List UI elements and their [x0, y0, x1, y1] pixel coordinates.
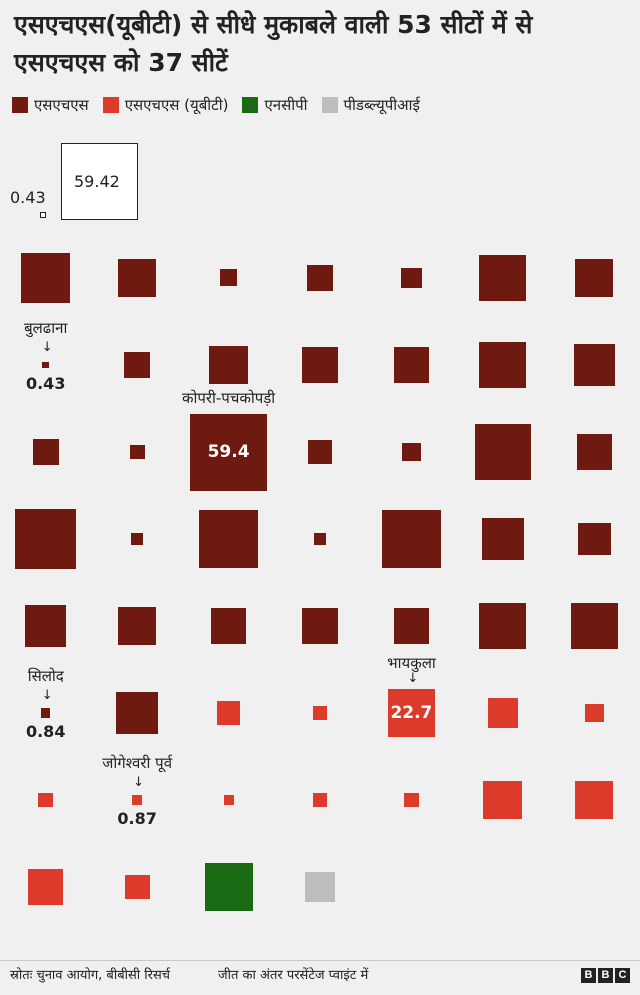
legend-swatch	[242, 97, 259, 113]
seat-square	[575, 258, 614, 298]
seat-square	[124, 874, 150, 900]
source-note: स्रोतः चुनाव आयोग, बीबीसी रिसर्च	[10, 968, 171, 983]
seat-square	[576, 434, 612, 470]
seat-grid: बुलढाना ↓ 0.43 59.4 कोपरी-पचकोपड़ी सिलोद ↓ 0.84…	[0, 240, 640, 940]
annotation-arrow: ↓	[41, 340, 53, 355]
seat-name-label: सिलोद	[27, 667, 64, 685]
seat-square	[306, 264, 334, 292]
seat-square	[483, 780, 523, 820]
seat-square	[118, 606, 157, 646]
legend: एसएचएस एसएचएस (यूबीटी) एनसीपी पीडब्ल्यूपीआई	[12, 93, 434, 117]
seat-square	[487, 697, 518, 729]
seat-name-label: जोगेश्वरी पूर्व	[102, 754, 173, 772]
unit-note: जीत का अंतर परसेंटेज प्वाइंट में	[218, 968, 369, 983]
seat-square	[302, 608, 338, 644]
seat-value-label: 0.43	[25, 374, 66, 393]
seat-square	[209, 345, 248, 385]
seat-square	[314, 533, 326, 545]
seat-square	[479, 341, 527, 389]
chart-title: एसएचएस(यूबीटी) से सीधे मुकाबले वाली 53 स…	[14, 10, 533, 77]
seat-square	[42, 361, 49, 369]
seat-square	[387, 689, 436, 737]
legend-swatch	[12, 97, 28, 113]
seat-square	[223, 795, 234, 805]
seat-square	[21, 253, 71, 303]
legend-label: एसएचएस	[34, 96, 89, 114]
seat-value-label: 59.4	[207, 442, 250, 462]
seat-square	[27, 869, 64, 905]
seat-square	[312, 792, 328, 808]
annotation-arrow: ↓	[41, 688, 53, 703]
seat-square	[41, 708, 51, 718]
legend-item: पीडब्ल्यूपीआई	[321, 95, 420, 115]
legend-swatch	[102, 97, 119, 113]
seat-square	[393, 608, 430, 644]
seat-square	[204, 863, 253, 911]
seat-square	[220, 269, 238, 287]
bbc-logo-letter: B	[581, 968, 596, 983]
seat-square	[25, 605, 67, 647]
legend-item: एनसीपी	[242, 95, 308, 115]
seat-square	[312, 705, 328, 721]
seat-square	[382, 509, 441, 569]
seat-square	[482, 518, 524, 560]
seat-value-label: 0.87	[117, 809, 157, 828]
seat-square	[38, 792, 54, 808]
seat-square	[131, 533, 143, 545]
seat-square	[575, 780, 614, 820]
annotation-arrow: ↓	[133, 775, 145, 790]
seat-square	[216, 701, 241, 725]
seat-name-label: कोपरी-पचकोपड़ी	[181, 388, 276, 407]
legend-label: पीडब्ल्यूपीआई	[343, 96, 420, 114]
bbc-logo-letter: B	[598, 968, 613, 983]
annotation-arrow: ↓	[407, 671, 419, 687]
seat-square	[577, 522, 611, 556]
seat-square	[15, 508, 77, 570]
seat-value-label: 0.84	[25, 722, 66, 741]
seat-square	[199, 509, 258, 569]
seat-square	[123, 351, 151, 379]
seat-square	[132, 795, 142, 805]
footer: स्रोतः चुनाव आयोग, बीबीसी रिसर्च जीत का …	[0, 960, 640, 995]
seat-square	[404, 792, 419, 808]
seat-square	[302, 347, 338, 383]
seat-square	[32, 438, 59, 466]
seat-square	[402, 442, 421, 462]
scale-key-small-box	[40, 212, 46, 218]
legend-item: एसएचएस (यूबीटी)	[102, 95, 229, 115]
scale-key-large-label: 59.42	[74, 172, 120, 191]
seat-square	[116, 692, 158, 734]
legend-label: एसएचएस (यूबीटी)	[124, 96, 229, 114]
legend-item: एसएचएस	[12, 95, 89, 115]
scale-key-small-label: 0.43	[10, 188, 46, 207]
bbc-logo-letter: C	[615, 968, 630, 983]
legend-label: एनसीपी	[264, 96, 308, 114]
seat-square	[118, 258, 157, 298]
seat-square	[584, 703, 604, 723]
legend-swatch	[321, 97, 338, 113]
seat-square	[475, 424, 531, 480]
seat-value-label: 22.7	[390, 702, 433, 723]
seat-square	[570, 602, 618, 650]
seat-square	[210, 608, 247, 644]
seat-square	[479, 254, 527, 302]
seat-square	[393, 347, 430, 383]
seat-square	[479, 602, 527, 650]
bbc-logo: B B C	[579, 968, 630, 983]
seat-square	[308, 440, 332, 464]
seat-square	[129, 444, 145, 460]
seat-name-label: भायकुला	[387, 654, 436, 673]
seat-square	[401, 267, 422, 289]
scale-key-large-box	[61, 143, 138, 220]
seat-square	[304, 871, 336, 903]
seat-square	[190, 413, 268, 491]
seat-square	[573, 344, 615, 386]
seat-name-label: बुलढाना	[24, 319, 68, 337]
